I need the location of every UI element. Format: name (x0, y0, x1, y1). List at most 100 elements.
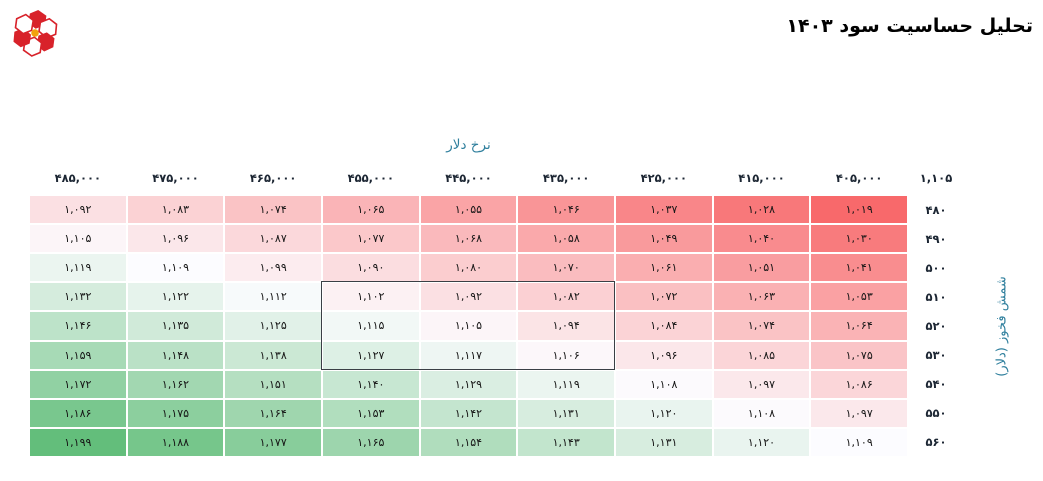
heatmap-cell: ۱,۱۲۰ (713, 428, 810, 456)
heatmap-cell: ۱,۱۰۵ (420, 312, 517, 340)
heatmap-cell: ۱,۱۰۲ (322, 283, 419, 311)
heatmap-cell: ۱,۱۴۲ (420, 399, 517, 427)
column-headers: ۴۸۵,۰۰۰ ۴۷۵,۰۰۰ ۴۶۵,۰۰۰ ۴۵۵,۰۰۰ ۴۴۵,۰۰۰ ۴۳۵,۰… (30, 171, 907, 185)
heatmap-cell: ۱,۱۲۲ (127, 283, 224, 311)
row-header: ۵۵۰ (925, 405, 947, 420)
heatmap-cell: ۱,۱۱۹ (30, 254, 126, 282)
heatmap-cell: ۱,۱۱۵ (322, 312, 419, 340)
heatmap-cell: ۱,۱۴۳ (518, 428, 614, 456)
heatmap-cell: ۱,۱۰۸ (713, 399, 810, 427)
heatmap-cell: ۱,۰۷۷ (322, 225, 419, 253)
heatmap-cell: ۱,۰۳۰ (811, 225, 907, 253)
column-header: ۴۶۵,۰۰۰ (249, 171, 297, 185)
heatmap-cell: ۱,۰۶۳ (713, 283, 810, 311)
heatmap-cell: ۱,۱۰۵ (30, 225, 126, 253)
heatmap-cell: ۱,۱۲۹ (420, 370, 517, 398)
heatmap-cell: ۱,۱۵۴ (420, 428, 517, 456)
heatmap-cell: ۱,۱۵۹ (30, 341, 126, 369)
row-headers: ۴۸۰ ۴۹۰ ۵۰۰ ۵۱۰ ۵۲۰ ۵۳۰ ۵۴۰ ۵۵۰ ۵۶۰ (908, 196, 964, 456)
heatmap-cell: ۱,۱۰۹ (127, 254, 224, 282)
heatmap-cell: ۱,۰۸۵ (713, 341, 810, 369)
column-header: ۴۲۵,۰۰۰ (640, 171, 688, 185)
column-header: ۴۴۵,۰۰۰ (445, 171, 492, 185)
heatmap-cell: ۱,۰۵۳ (811, 283, 907, 311)
heatmap-cell: ۱,۱۰۹ (811, 428, 907, 456)
row-header: ۵۶۰ (925, 434, 947, 449)
heatmap-cell: ۱,۱۷۵ (127, 399, 224, 427)
heatmap-cell: ۱,۱۸۸ (127, 428, 224, 456)
row-header: ۵۴۰ (925, 376, 947, 391)
heatmap-cell: ۱,۰۹۲ (420, 283, 517, 311)
heatmap-cell: ۱,۰۹۰ (322, 254, 419, 282)
heatmap-cell: ۱,۱۹۹ (30, 428, 126, 456)
heatmap-cell: ۱,۰۷۴ (713, 312, 810, 340)
heatmap-cell: ۱,۰۸۴ (615, 312, 712, 340)
heatmap-cell: ۱,۰۱۹ (811, 196, 907, 224)
heatmap-cell: ۱,۱۶۵ (322, 428, 419, 456)
heatmap-cell: ۱,۰۵۵ (420, 196, 517, 224)
y-axis-title-text: شمش فخوز (دلار) (994, 275, 1010, 377)
heatmap-cell: ۱,۱۳۱ (518, 399, 614, 427)
heatmap-cell: ۱,۰۹۲ (30, 196, 126, 224)
heatmap-cell: ۱,۱۲۷ (322, 341, 419, 369)
heatmap-cell: ۱,۰۳۷ (615, 196, 712, 224)
column-header: ۴۰۵,۰۰۰ (835, 171, 883, 185)
heatmap-cell: ۱,۱۴۶ (30, 312, 126, 340)
heatmap-cell: ۱,۰۵۸ (518, 225, 614, 253)
heatmap-cell: ۱,۰۸۷ (225, 225, 321, 253)
heatmap-cell: ۱,۰۸۶ (811, 370, 907, 398)
heatmap-cell: ۱,۱۵۱ (225, 370, 321, 398)
heatmap-cell: ۱,۰۷۰ (518, 254, 614, 282)
heatmap-cell: ۱,۰۲۸ (713, 196, 810, 224)
sensitivity-heatmap: ۱,۰۹۲ ۱,۰۸۳ ۱,۰۷۴ ۱,۰۶۵ ۱,۰۵۵ ۱,۰۴۶ ۱,۰۳۷ ۱,۰۲۸… (30, 196, 907, 456)
heatmap-cell: ۱,۱۴۸ (127, 341, 224, 369)
page-title: تحلیل حساسیت سود ۱۴۰۳ (786, 15, 1033, 37)
base-case-value: ۱,۱۰۵ (919, 171, 953, 185)
heatmap-cell: ۱,۰۹۶ (615, 341, 712, 369)
heatmap-cell: ۱,۱۳۲ (30, 283, 126, 311)
row-header: ۵۰۰ (925, 261, 947, 276)
pinwheel-flower-logo-icon (13, 10, 58, 57)
heatmap-cell: ۱,۰۷۲ (615, 283, 712, 311)
heatmap-cell: ۱,۱۶۴ (225, 399, 321, 427)
heatmap-cell: ۱,۱۷۷ (225, 428, 321, 456)
heatmap-cell: ۱,۰۴۱ (811, 254, 907, 282)
heatmap-cell: ۱,۱۱۲ (225, 283, 321, 311)
heatmap-cell: ۱,۱۳۱ (615, 428, 712, 456)
heatmap-cell: ۱,۱۱۹ (518, 370, 614, 398)
heatmap-cell: ۱,۰۸۲ (518, 283, 614, 311)
y-axis-title: شمش فخوز (دلار) (980, 196, 1024, 456)
row-header: ۵۳۰ (925, 347, 947, 362)
heatmap-cell: ۱,۱۷۲ (30, 370, 126, 398)
heatmap-cell: ۱,۰۴۹ (615, 225, 712, 253)
heatmap-cell: ۱,۰۹۶ (127, 225, 224, 253)
heatmap-cell: ۱,۰۴۶ (518, 196, 614, 224)
row-header: ۵۲۰ (925, 318, 947, 333)
heatmap-cell: ۱,۰۸۰ (420, 254, 517, 282)
heatmap-cell: ۱,۰۷۵ (811, 341, 907, 369)
company-logo (8, 6, 62, 60)
heatmap-cell: ۱,۱۸۶ (30, 399, 126, 427)
heatmap-cell: ۱,۱۲۵ (225, 312, 321, 340)
heatmap-cell: ۱,۰۶۵ (322, 196, 419, 224)
heatmap-cell: ۱,۰۵۱ (713, 254, 810, 282)
heatmap-cell: ۱,۰۶۸ (420, 225, 517, 253)
heatmap-cell: ۱,۰۴۰ (713, 225, 810, 253)
heatmap-cell: ۱,۱۰۸ (615, 370, 712, 398)
heatmap-cell: ۱,۰۹۷ (811, 399, 907, 427)
heatmap-cell: ۱,۰۸۳ (127, 196, 224, 224)
heatmap-cell: ۱,۰۹۴ (518, 312, 614, 340)
x-axis-title: نرخ دلار (446, 137, 491, 153)
heatmap-cell: ۱,۱۳۵ (127, 312, 224, 340)
heatmap-cell: ۱,۱۱۷ (420, 341, 517, 369)
heatmap-cell: ۱,۰۷۴ (225, 196, 321, 224)
heatmap-cell: ۱,۱۲۰ (615, 399, 712, 427)
heatmap-cell: ۱,۱۳۸ (225, 341, 321, 369)
row-header: ۴۹۰ (925, 232, 947, 247)
heatmap-cell: ۱,۱۶۲ (127, 370, 224, 398)
heatmap-cell: ۱,۱۴۰ (322, 370, 419, 398)
heatmap-cell: ۱,۱۰۶ (518, 341, 614, 369)
heatmap-cell: ۱,۱۵۳ (322, 399, 419, 427)
column-header: ۴۷۵,۰۰۰ (152, 171, 199, 185)
